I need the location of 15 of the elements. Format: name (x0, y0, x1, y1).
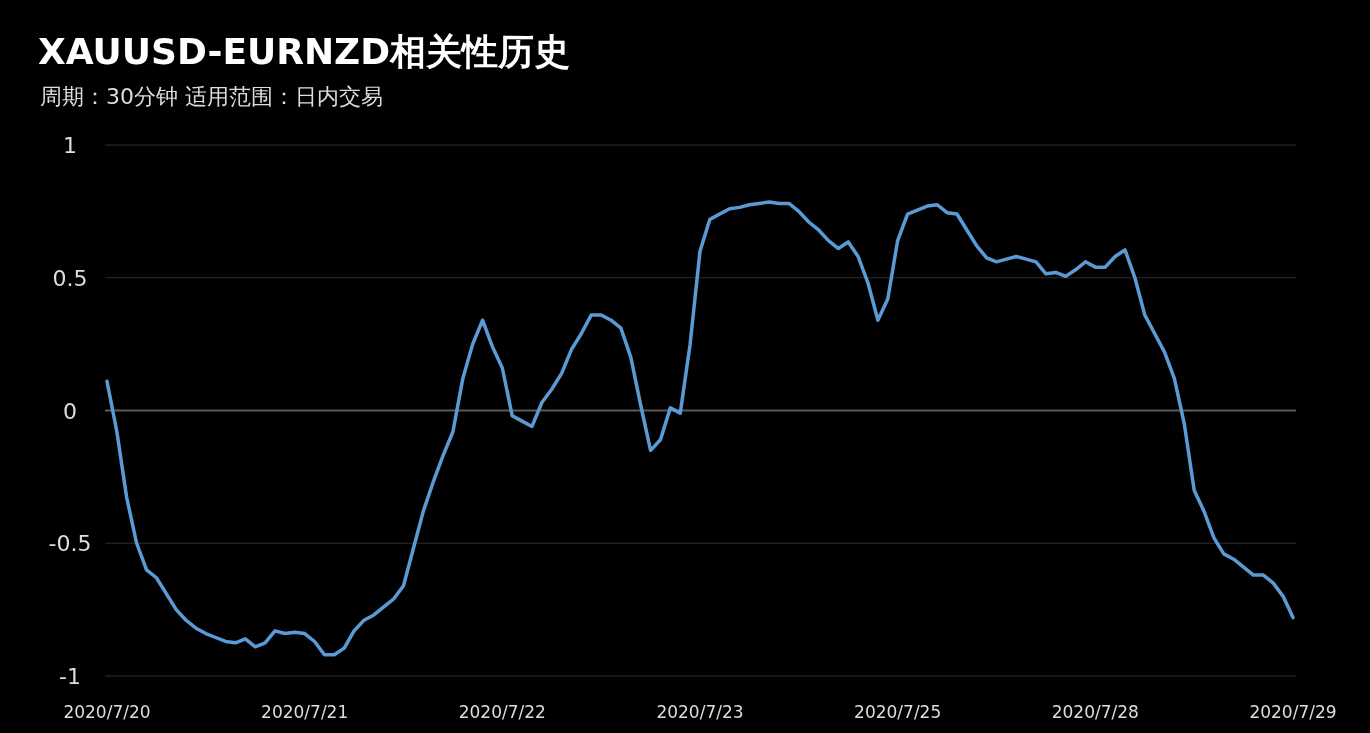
x-tick-label: 2020/7/21 (261, 702, 349, 722)
x-tick-label: 2020/7/22 (458, 702, 546, 722)
line-series (105, 200, 1295, 657)
y-tick-label: 0 (63, 398, 77, 424)
y-tick-label: 1 (63, 133, 77, 158)
x-tick-label: 2020/7/23 (656, 702, 744, 722)
x-tick-label: 2020/7/29 (1249, 702, 1337, 722)
chart-title: XAUUSD-EURNZD相关性历史 (38, 31, 571, 72)
x-tick-label: 2020/7/28 (1051, 702, 1139, 722)
x-tick-label: 2020/7/25 (854, 702, 942, 722)
x-tick-label: 2020/7/20 (63, 702, 151, 722)
y-tick-label: 0.5 (52, 265, 88, 291)
y-tick-label: -0.5 (48, 531, 92, 557)
y-tick-label: -1 (59, 664, 81, 689)
chart-subtitle: 周期：30分钟 适用范围：日内交易 (40, 84, 383, 109)
